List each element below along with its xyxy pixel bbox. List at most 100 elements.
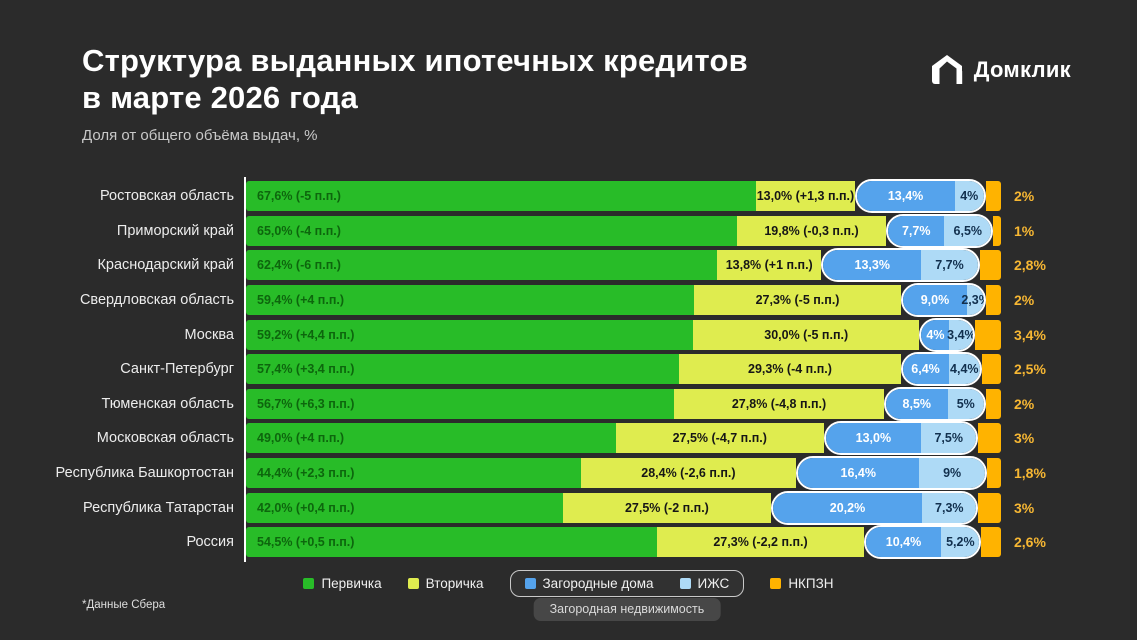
country-capsule: 9,0%2,3%: [900, 283, 986, 318]
axis-line: [244, 177, 246, 562]
row-track: 54,5% (+0,5 п.п.) 27,3% (-2,2 п.п.) 10,4% 5…: [246, 525, 1001, 560]
chart-row: Приморский край 65,0% (-4 п.п.) 19,8% (-0,…: [0, 213, 1137, 249]
legend-label: Загородные дома: [542, 576, 654, 591]
country-capsule: 13,0% 7,5%: [823, 421, 979, 456]
segment-vtorichka: 29,3% (-4 п.п.): [679, 354, 901, 385]
row-track: 57,4% (+3,4 п.п.) 29,3% (-4 п.п.) 6,4% 4,4%: [246, 352, 1001, 387]
nkpzn-outside-label: 2,5%: [1014, 361, 1046, 378]
country-capsule: 8,5% 5%: [883, 386, 986, 421]
segment-nkpzn: [978, 492, 1001, 523]
country-capsule: 20,2% 7,3%: [770, 490, 979, 525]
legend-label: ИЖС: [697, 576, 730, 591]
segment-nkpzn: [985, 181, 1001, 212]
row-track: 62,4% (-6 п.п.) 13,8% (+1 п.п.) 13,3% 7,7%: [246, 248, 1001, 283]
segment-pervichka: 67,6% (-5 п.п.): [246, 181, 757, 212]
row-label: Свердловская область: [79, 292, 234, 309]
nkpzn-outside-label: 3%: [1014, 499, 1035, 516]
segment-zagorodnye-doma: 20,2%: [772, 492, 923, 523]
nkpzn-outside-label: 2,6%: [1014, 534, 1046, 551]
segment-vtorichka: 28,4% (-2,6 п.п.): [581, 458, 796, 489]
logo-text: Домклик: [973, 57, 1071, 82]
segment-nkpzn: [982, 354, 1001, 385]
chart-row: Свердловская область 59,4% (+4 п.п.) 27,3%…: [0, 283, 1137, 318]
chart-row: Ростовская область 67,6% (-5 п.п.) 13,0% (…: [0, 179, 1137, 214]
row-label: Москва: [184, 326, 234, 343]
segment-pervichka: 49,0% (+4 п.п.): [246, 423, 616, 454]
segment-vtorichka: 13,0% (+1,3 п.п.): [756, 181, 855, 212]
row-label: Санкт-Петербург: [120, 361, 234, 378]
nkpzn-swatch-icon: [770, 578, 782, 589]
segment-zagorodnye-doma: 16,4%: [797, 458, 919, 489]
nkpzn-outside-label: 1,8%: [1014, 465, 1046, 482]
segment-vtorichka: 27,3% (-5 п.п.): [694, 285, 901, 316]
row-label: Республика Татарстан: [83, 499, 234, 516]
country-capsule: 10,4% 5,2%: [863, 525, 982, 560]
nkpzn-outside-label: 2%: [1014, 292, 1035, 309]
footnote: *Данные Сбера: [82, 599, 166, 611]
legend: Первичка Вторичка Загородные дома ИЖС За…: [0, 570, 1137, 621]
legend-label: Первичка: [321, 576, 382, 591]
stacked-bar-chart: Ростовская область 67,6% (-5 п.п.) 13,0% (…: [0, 177, 1137, 562]
segment-izhs: 9%: [918, 458, 986, 489]
legend-country-group: Загородные дома ИЖС Загородная недвижимо…: [509, 570, 745, 621]
row-track: 59,2% (+4,4 п.п.) 30,0% (-5 п.п.) 4% 3,4%: [246, 317, 1001, 352]
segment-izhs: 7,3%: [922, 492, 977, 523]
header: Структура выданных ипотечных кредитов в …: [82, 42, 748, 144]
legend-item-vtorichka: Вторичка: [407, 576, 484, 591]
segment-izhs: 7,7%: [921, 250, 978, 281]
segment-zagorodnye-doma: 13,0%: [825, 423, 922, 454]
segment-zagorodnye-doma: 10,4%: [865, 527, 942, 558]
domclick-logo: Домклик: [929, 52, 1071, 88]
chart-row: Краснодарский край 62,4% (-6 п.п.) 13,8% (…: [0, 248, 1137, 283]
nkpzn-outside-label: 2%: [1014, 395, 1035, 412]
segment-zagorodnye-doma: 8,5%: [885, 388, 948, 419]
segment-nkpzn: [993, 215, 1001, 246]
chart-rows: Ростовская область 67,6% (-5 п.п.) 13,0% (…: [0, 179, 1137, 560]
segment-vtorichka: 27,8% (-4,8 п.п.): [674, 388, 884, 419]
house-icon: [929, 52, 965, 88]
segment-pervichka: 54,5% (+0,5 п.п.): [246, 527, 658, 558]
nkpzn-outside-label: 3,4%: [1014, 326, 1046, 343]
segment-pervichka: 59,2% (+4,4 п.п.): [246, 319, 693, 350]
segment-nkpzn: [978, 423, 1001, 454]
country-capsule: 4% 3,4%: [919, 317, 976, 352]
row-label: Республика Башкортостан: [55, 465, 234, 482]
title-line-2: в марте 2026 года: [82, 80, 358, 115]
segment-vtorichka: 13,8% (+1 п.п.): [717, 250, 822, 281]
segment-pervichka: 62,4% (-6 п.п.): [246, 250, 718, 281]
segment-zagorodnye-doma: 6,4%: [902, 354, 949, 385]
segment-izhs: 2,3%: [961, 285, 984, 316]
row-track: 44,4% (+2,3 п.п.) 28,4% (-2,6 п.п.) 16,4% 9…: [246, 456, 1001, 491]
row-track: 56,7% (+6,3 п.п.) 27,8% (-4,8 п.п.) 8,5% 5%: [246, 386, 1001, 421]
zagorodnye-doma-swatch-icon: [524, 578, 536, 589]
segment-vtorichka: 19,8% (-0,3 п.п.): [736, 215, 887, 246]
segment-izhs: 7,5%: [921, 423, 977, 454]
segment-pervichka: 57,4% (+3,4 п.п.): [246, 354, 680, 385]
segment-pervichka: 42,0% (+0,4 п.п.): [246, 492, 564, 523]
segment-zagorodnye-doma: 13,3%: [823, 250, 922, 281]
legend-item-izhs: ИЖС: [679, 576, 730, 591]
vtorichka-swatch-icon: [407, 578, 419, 589]
segment-izhs: 5%: [947, 388, 984, 419]
segment-izhs: 4%: [954, 181, 984, 212]
chart-row: Тюменская область 56,7% (+6,3 п.п.) 27,8% …: [0, 386, 1137, 422]
row-label: Тюменская область: [101, 395, 234, 412]
segment-nkpzn: [981, 527, 1001, 558]
row-track: 59,4% (+4 п.п.)27,3% (-5 п.п.)9,0%2,3%: [246, 283, 1001, 318]
legend-group-label: Загородная недвижимость: [533, 598, 721, 621]
chart-row: Россия 54,5% (+0,5 п.п.) 27,3% (-2,2 п.п.)…: [0, 525, 1137, 560]
title-line-1: Структура выданных ипотечных кредитов: [82, 43, 748, 78]
segment-nkpzn: [985, 388, 1001, 419]
legend-label: НКПЗН: [788, 576, 834, 591]
nkpzn-outside-label: 3%: [1014, 430, 1035, 447]
chart-row: Москва 59,2% (+4,4 п.п.) 30,0% (-5 п.п.) 4%…: [0, 317, 1137, 352]
row-label: Ростовская область: [100, 188, 234, 205]
segment-izhs: 5,2%: [941, 527, 980, 558]
page-title: Структура выданных ипотечных кредитов в …: [82, 42, 748, 116]
subtitle: Доля от общего объёма выдач, %: [82, 127, 318, 144]
segment-nkpzn: [979, 250, 1001, 281]
nkpzn-outside-label: 1%: [1014, 222, 1035, 239]
legend-item-nkpzn: НКПЗН: [770, 576, 834, 591]
segment-vtorichka: 27,5% (-4,7 п.п.): [615, 423, 824, 454]
